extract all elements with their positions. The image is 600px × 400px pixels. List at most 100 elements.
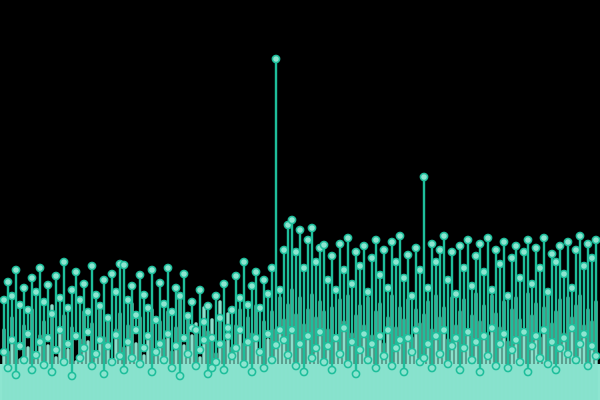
high-marker [375, 270, 385, 280]
low-marker [483, 351, 493, 361]
high-marker [279, 245, 289, 255]
low-marker [291, 361, 301, 371]
low-marker [287, 325, 297, 335]
low-marker [195, 345, 205, 355]
high-marker [91, 290, 101, 300]
low-marker [531, 331, 541, 341]
low-marker [279, 335, 289, 345]
high-marker [475, 239, 485, 249]
high-marker [319, 240, 329, 250]
low-marker [567, 323, 577, 333]
high-marker [263, 289, 273, 299]
low-marker [303, 331, 313, 341]
low-marker [327, 365, 337, 375]
low-marker [535, 353, 545, 363]
low-marker [367, 339, 377, 349]
low-marker [227, 351, 237, 361]
high-marker [423, 283, 433, 293]
low-marker [527, 341, 537, 351]
low-marker [143, 331, 153, 341]
low-marker [583, 361, 593, 371]
high-marker [383, 283, 393, 293]
high-marker [491, 245, 501, 255]
high-marker [35, 263, 45, 273]
low-marker [323, 341, 333, 351]
high-marker [571, 245, 581, 255]
low-marker [115, 351, 125, 361]
high-marker [235, 293, 245, 303]
high-marker [495, 259, 505, 269]
low-marker [387, 361, 397, 371]
low-marker [199, 335, 209, 345]
high-marker [347, 279, 357, 289]
high-marker [551, 257, 561, 267]
high-marker [151, 315, 161, 325]
low-marker [379, 351, 389, 361]
high-marker [435, 245, 445, 255]
high-marker [187, 297, 197, 307]
high-marker [387, 237, 397, 247]
high-marker [147, 265, 157, 275]
low-marker [23, 329, 33, 339]
high-marker [103, 313, 113, 323]
high-marker [267, 263, 277, 273]
high-marker [367, 253, 377, 263]
low-marker [499, 329, 509, 339]
low-marker [223, 331, 233, 341]
high-marker [419, 172, 429, 182]
high-marker [339, 265, 349, 275]
low-marker [203, 369, 213, 379]
high-marker [459, 263, 469, 273]
high-marker [59, 257, 69, 267]
high-marker [359, 241, 369, 251]
low-marker [459, 343, 469, 353]
low-marker [419, 353, 429, 363]
low-marker [475, 367, 485, 377]
high-marker [135, 270, 145, 280]
low-marker [507, 345, 517, 355]
low-marker [551, 365, 561, 375]
high-marker [231, 271, 241, 281]
low-marker [71, 331, 81, 341]
low-marker [563, 349, 573, 359]
high-marker [547, 249, 557, 259]
high-marker [247, 281, 257, 291]
low-marker [371, 363, 381, 373]
high-marker [7, 291, 17, 301]
high-marker [51, 271, 61, 281]
high-marker [335, 239, 345, 249]
high-marker [499, 237, 509, 247]
low-marker [351, 369, 361, 379]
low-marker [503, 363, 513, 373]
low-marker [99, 369, 109, 379]
low-marker [95, 335, 105, 345]
high-marker [395, 231, 405, 241]
low-marker [307, 353, 317, 363]
low-marker [587, 341, 597, 351]
high-marker [343, 233, 353, 243]
high-marker [515, 273, 525, 283]
high-marker [287, 215, 297, 225]
high-marker [415, 265, 425, 275]
high-marker [303, 235, 313, 245]
high-marker [15, 300, 25, 310]
low-marker [55, 325, 65, 335]
high-marker [43, 280, 53, 290]
low-marker [27, 365, 37, 375]
high-marker [307, 223, 317, 233]
high-marker [583, 239, 593, 249]
low-marker [383, 325, 393, 335]
low-marker [467, 355, 477, 365]
high-marker [563, 237, 573, 247]
high-marker [531, 243, 541, 253]
high-marker [291, 247, 301, 257]
low-marker [395, 335, 405, 345]
high-marker [119, 260, 129, 270]
high-marker [431, 257, 441, 267]
low-marker [263, 329, 273, 339]
high-marker [223, 323, 233, 333]
low-marker [315, 327, 325, 337]
high-marker [363, 287, 373, 297]
high-marker [75, 295, 85, 305]
